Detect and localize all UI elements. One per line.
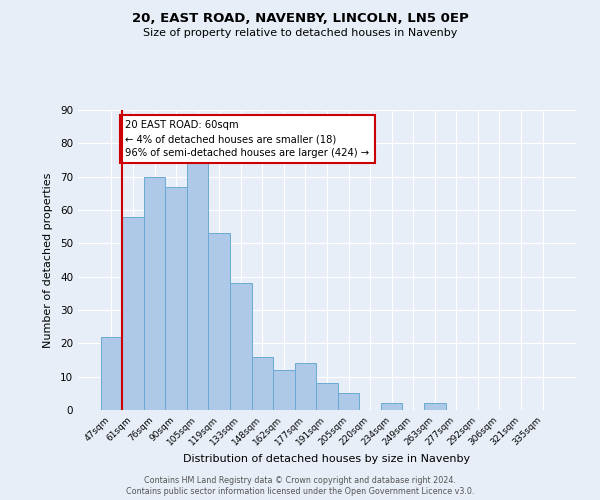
Bar [187, 160, 208, 410]
Bar [273, 370, 295, 410]
Bar [101, 336, 122, 410]
Text: Contains HM Land Registry data © Crown copyright and database right 2024.: Contains HM Land Registry data © Crown c… [144, 476, 456, 485]
Bar [144, 176, 166, 410]
Bar [122, 216, 144, 410]
Bar [381, 404, 403, 410]
Y-axis label: Number of detached properties: Number of detached properties [43, 172, 53, 348]
Text: 20 EAST ROAD: 60sqm
← 4% of detached houses are smaller (18)
96% of semi-detache: 20 EAST ROAD: 60sqm ← 4% of detached hou… [125, 120, 370, 158]
Text: Size of property relative to detached houses in Navenby: Size of property relative to detached ho… [143, 28, 457, 38]
Bar [230, 284, 251, 410]
Bar [251, 356, 273, 410]
Text: 20, EAST ROAD, NAVENBY, LINCOLN, LN5 0EP: 20, EAST ROAD, NAVENBY, LINCOLN, LN5 0EP [131, 12, 469, 26]
X-axis label: Distribution of detached houses by size in Navenby: Distribution of detached houses by size … [184, 454, 470, 464]
Bar [208, 234, 230, 410]
Bar [166, 186, 187, 410]
Bar [295, 364, 316, 410]
Bar [316, 384, 338, 410]
Text: Contains public sector information licensed under the Open Government Licence v3: Contains public sector information licen… [126, 488, 474, 496]
Bar [338, 394, 359, 410]
Bar [424, 404, 446, 410]
